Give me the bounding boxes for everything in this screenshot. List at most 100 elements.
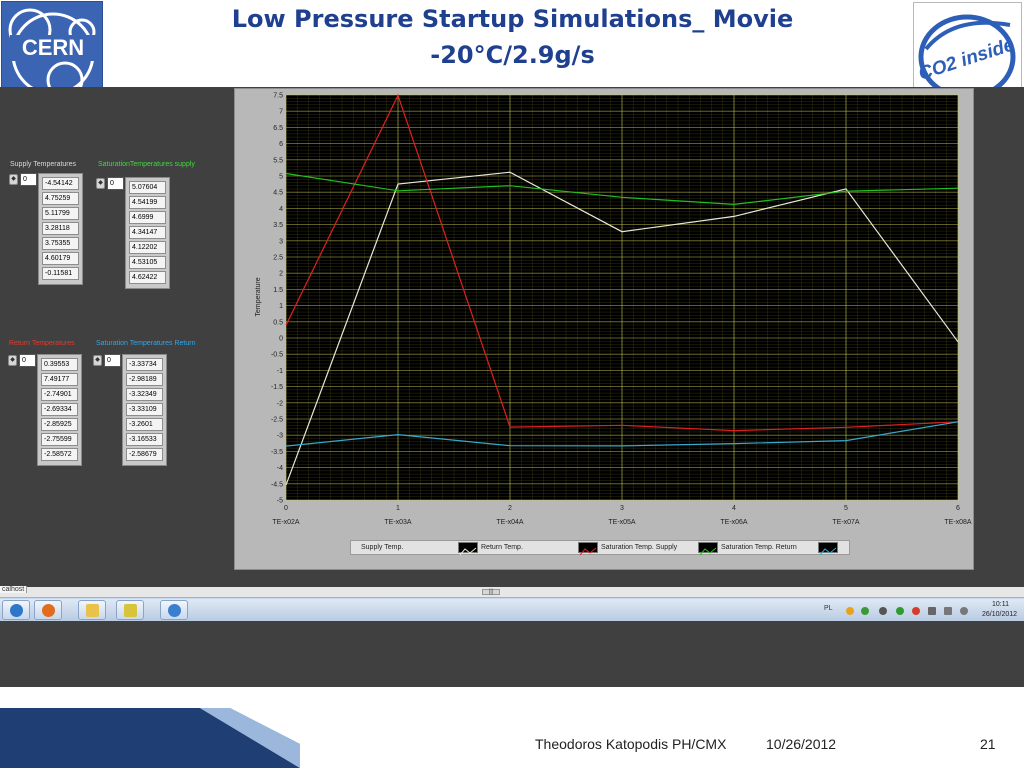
taskbar-app[interactable] xyxy=(160,600,188,620)
return-value-cell: 7.49177 xyxy=(41,373,78,386)
grid xyxy=(285,94,959,501)
return-temps-array: 0.39553 7.49177 -2.74901 -2.69334 -2.85925 -2… xyxy=(37,354,82,466)
start-button[interactable] xyxy=(2,600,30,620)
sat-return-value-cell: -3.33109 xyxy=(126,403,163,416)
scroll-thumb[interactable]: ||| xyxy=(482,589,500,595)
y-tick-label: 2 xyxy=(279,271,283,278)
tray-network-icon[interactable] xyxy=(944,607,952,615)
index-spinner-icon[interactable]: ◆ xyxy=(96,178,105,189)
x-tick-number: 0 xyxy=(284,505,288,512)
y-tick-label: -1 xyxy=(277,368,283,375)
y-tick-label: -2.5 xyxy=(271,417,283,424)
y-tick-label: 4.5 xyxy=(273,190,283,197)
return-temps-label: Return Temperatures xyxy=(9,340,75,347)
supply-temps-index[interactable]: ◆ 0 xyxy=(9,173,39,186)
tray-volume-icon[interactable] xyxy=(960,607,968,615)
cern-logo-text: CERN xyxy=(22,35,84,60)
y-tick-label: 2.5 xyxy=(273,255,283,262)
return-value-cell: -2.58572 xyxy=(41,448,78,461)
sat-return-value-cell: -3.16533 xyxy=(126,433,163,446)
cern-logo: CERN xyxy=(1,1,103,104)
x-tick-label: TE-x03A xyxy=(384,519,412,526)
tray-settings-icon[interactable] xyxy=(879,607,887,615)
sat-supply-temps-label: SaturationTemperatures supply xyxy=(98,161,195,168)
graph-legend[interactable]: Supply Temp. Return Temp. Saturation Temp.… xyxy=(350,540,850,556)
return-value-cell: 0.39553 xyxy=(41,358,78,371)
supply-value-cell: -4.54142 xyxy=(42,177,79,190)
return-temps-index[interactable]: ◆ 0 xyxy=(8,354,38,367)
sat-return-value-cell: -3.32349 xyxy=(126,388,163,401)
horizontal-scrollbar[interactable]: calhost ||| xyxy=(0,586,1024,598)
sat-supply-value-cell: 4.34147 xyxy=(129,226,166,239)
taskbar-bar: PL 10:11 26/10/2012 xyxy=(0,599,1024,621)
x-tick-number: 6 xyxy=(956,505,960,512)
y-tick-label: -0.5 xyxy=(271,352,283,359)
x-tick-label: TE-x07A xyxy=(832,519,860,526)
sat-return-temps-index[interactable]: ◆ 0 xyxy=(93,354,123,367)
return-temps-index-value[interactable]: 0 xyxy=(19,354,36,367)
y-tick-label: 1.5 xyxy=(273,287,283,294)
y-tick-label: 5 xyxy=(279,174,283,181)
labview-icon xyxy=(124,604,137,617)
slide-title-line-1: Low Pressure Startup Simulations_ Movie xyxy=(231,5,794,33)
legend-swatch[interactable] xyxy=(578,542,598,556)
temperature-graph-panel: 7.5 7 6.5 6 5.5 5 4.5 4 3.5 3 2.5 2 1.5 1 0.5 0 -0.5 -1 -1… xyxy=(234,88,974,570)
temperature-graph[interactable]: 7.5 7 6.5 6 5.5 5 4.5 4 3.5 3 2.5 2 1.5 1 0.5 0 -0.5 -1 -1… xyxy=(235,89,975,571)
sat-supply-temps-index[interactable]: ◆ 0 xyxy=(96,177,126,190)
tray-warning-icon[interactable] xyxy=(912,607,920,615)
index-spinner-icon[interactable]: ◆ xyxy=(93,355,102,366)
sat-supply-value-cell: 5.07604 xyxy=(129,181,166,194)
x-tick-label: TE-x08A xyxy=(944,519,972,526)
host-label: calhost xyxy=(0,586,28,593)
tray-clock-date[interactable]: 26/10/2012 xyxy=(982,611,1018,618)
windows-orb-icon xyxy=(10,604,23,617)
legend-label: Saturation Temp. Supply xyxy=(601,544,678,551)
taskbar-explorer[interactable] xyxy=(78,600,106,620)
sat-return-value-cell: -3.2601 xyxy=(126,418,163,431)
legend-swatch[interactable] xyxy=(818,542,838,556)
return-value-cell: -2.69334 xyxy=(41,403,78,416)
media-player-icon xyxy=(42,604,55,617)
sat-return-temps-index-value[interactable]: 0 xyxy=(104,354,121,367)
return-value-cell: -2.75599 xyxy=(41,433,78,446)
page-number: 21 xyxy=(980,736,996,752)
y-tick-label: -4 xyxy=(277,465,283,472)
y-tick-label: 5.5 xyxy=(273,157,283,164)
y-tick-label: -4.5 xyxy=(271,481,283,488)
tray-check-icon[interactable] xyxy=(896,607,904,615)
y-tick-label: 0 xyxy=(279,336,283,343)
sat-supply-temps-index-value[interactable]: 0 xyxy=(107,177,124,190)
sat-supply-value-cell: 4.62422 xyxy=(129,271,166,284)
taskbar-labview[interactable] xyxy=(116,600,144,620)
legend-swatch[interactable] xyxy=(458,542,478,556)
series-line-1 xyxy=(285,93,959,432)
sat-return-value-cell: -3.33734 xyxy=(126,358,163,371)
tray-app-icon[interactable] xyxy=(861,607,869,615)
taskbar-media-player[interactable] xyxy=(34,600,62,620)
index-spinner-icon[interactable]: ◆ xyxy=(9,174,18,185)
sat-return-temps-label: Saturation Temperatures Return xyxy=(96,340,196,347)
footer-date: 10/26/2012 xyxy=(766,736,837,752)
tray-language[interactable]: PL xyxy=(824,605,833,612)
y-axis-label: Temperature xyxy=(255,277,262,316)
y-tick-label: 6 xyxy=(279,141,283,148)
slide-title-line-2: -20°C/2.9g/s xyxy=(430,41,595,69)
y-tick-label: -2 xyxy=(277,400,283,407)
legend-swatch[interactable] xyxy=(698,542,718,556)
tray-clock-time[interactable]: 10:11 xyxy=(992,601,1009,608)
supply-value-cell: 4.60179 xyxy=(42,252,79,265)
supply-value-cell: -0.11581 xyxy=(42,267,79,280)
sat-supply-value-cell: 4.12202 xyxy=(129,241,166,254)
sat-return-value-cell: -2.58679 xyxy=(126,448,163,461)
tray-sun-icon[interactable] xyxy=(846,607,854,615)
supply-temps-index-value[interactable]: 0 xyxy=(20,173,37,186)
y-tick-label: -5 xyxy=(277,498,283,505)
folder-icon xyxy=(86,604,99,617)
y-tick-label: 7.5 xyxy=(273,93,283,100)
index-spinner-icon[interactable]: ◆ xyxy=(8,355,17,366)
supply-value-cell: 3.75355 xyxy=(42,237,79,250)
tray-flag-icon[interactable] xyxy=(928,607,936,615)
sat-return-value-cell: -2.98189 xyxy=(126,373,163,386)
footer-decoration xyxy=(0,708,300,768)
